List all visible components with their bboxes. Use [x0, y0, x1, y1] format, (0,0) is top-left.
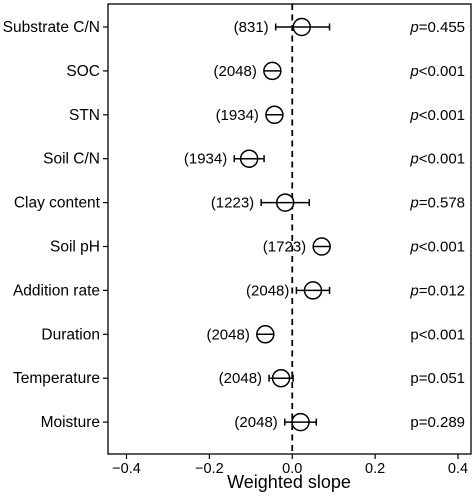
p-symbol: p — [409, 282, 418, 299]
p-symbol: p — [409, 151, 418, 168]
p-value-label: p=0.578 — [409, 195, 465, 212]
y-tick-label: Moisture — [41, 414, 100, 431]
x-tick-label: −0.2 — [195, 461, 224, 477]
forest-row: Substrate C/N (831) p=0.455 — [3, 17, 465, 37]
forest-row: Soil pH (1723) p<0.001 — [50, 237, 465, 256]
sample-size-label: (2048) — [214, 63, 257, 80]
p-value-label: p=0.289 — [410, 414, 465, 431]
forest-row: SOC (2048) p<0.001 — [66, 61, 465, 81]
p-symbol: p — [409, 63, 418, 80]
p-symbol: p — [409, 19, 418, 36]
forest-row: Moisture (2048) p=0.289 — [41, 412, 465, 432]
y-tick-label: Duration — [41, 326, 100, 343]
sample-size-label: (1934) — [184, 151, 227, 168]
y-tick-label: Temperature — [13, 370, 100, 387]
forest-row: Duration (2048) p<0.001 — [41, 325, 465, 344]
y-tick-label: Soil pH — [50, 239, 100, 256]
p-value: <0.001 — [419, 63, 465, 80]
p-value: p=0.051 — [410, 370, 465, 387]
p-value: <0.001 — [419, 107, 465, 124]
p-value: <0.001 — [419, 151, 465, 168]
sample-size-label: (2048) — [206, 326, 249, 343]
p-symbol: p — [409, 107, 418, 124]
p-value: =0.578 — [419, 195, 465, 212]
x-tick-label: −0.4 — [112, 461, 141, 477]
sample-size-label: (1723) — [263, 239, 306, 256]
p-value: =0.455 — [419, 19, 465, 36]
p-value-label: p<0.001 — [409, 239, 465, 256]
x-tick-label: 0.0 — [282, 461, 302, 477]
sample-size-label: (1223) — [211, 195, 254, 212]
y-tick-label: Substrate C/N — [3, 19, 100, 36]
sample-size-label: (1934) — [216, 107, 259, 124]
x-axis-title: Weighted slope — [227, 472, 351, 492]
p-value: =0.012 — [419, 282, 465, 299]
x-tick-label: 0.4 — [448, 461, 468, 477]
p-value-label: p=0.012 — [409, 282, 465, 299]
sample-size-label: (831) — [234, 19, 269, 36]
p-value: <0.001 — [419, 239, 465, 256]
y-tick-label: Clay content — [14, 195, 101, 212]
forest-row: Soil C/N (1934) p<0.001 — [43, 149, 465, 168]
plot-panel — [107, 3, 472, 455]
y-tick-label: Addition rate — [13, 282, 100, 299]
sample-size-label: (2048) — [219, 370, 262, 387]
y-tick-label: Soil C/N — [43, 151, 100, 168]
p-value-label: p=0.455 — [409, 19, 465, 36]
sample-size-label: (2048) — [246, 282, 289, 299]
p-value: p=0.289 — [410, 414, 465, 431]
p-value-label: p=0.051 — [410, 370, 465, 387]
forest-row: Addition rate (2048) p=0.012 — [13, 281, 465, 300]
p-symbol: p — [409, 239, 418, 256]
p-symbol: p — [409, 195, 418, 212]
x-tick-label: 0.2 — [365, 461, 385, 477]
y-tick-label: SOC — [66, 63, 100, 80]
forest-row: Clay content (1223) p=0.578 — [14, 193, 465, 212]
y-tick-label: STN — [69, 107, 100, 124]
p-value-label: p<0.001 — [409, 63, 465, 80]
forest-row: Temperature (2048) p=0.051 — [13, 368, 465, 388]
p-value: p<0.001 — [410, 326, 465, 343]
sample-size-label: (2048) — [234, 414, 277, 431]
p-value-label: p<0.001 — [409, 151, 465, 168]
forest-row: STN (1934) p<0.001 — [69, 105, 465, 125]
p-value-label: p<0.001 — [410, 326, 465, 343]
p-value-label: p<0.001 — [409, 107, 465, 124]
